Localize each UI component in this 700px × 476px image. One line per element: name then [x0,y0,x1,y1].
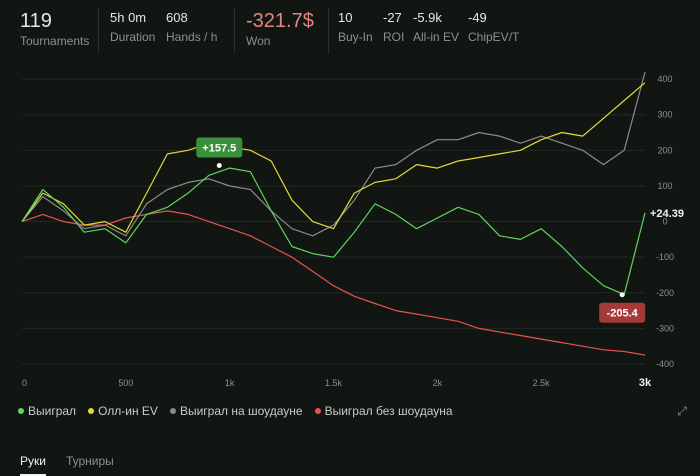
legend-label: Выиграл [28,404,77,418]
tab-item[interactable]: Руки [20,454,46,476]
divider [234,8,235,54]
y-tick-label: -400 [656,359,674,369]
tab-bar: Руки Турниры [20,454,114,476]
y-tick-label: 100 [657,181,672,191]
stat-chip-ev: -49 ChipEV/T [468,10,519,45]
expand-icon[interactable]: ⤢ [677,404,687,418]
series-line [21,71,646,237]
stat-roi: -27 ROI [383,10,404,45]
buy-in-label: Buy-In [338,30,373,44]
won-value: -321.7$ [246,10,314,32]
roi-label: ROI [383,30,405,44]
annotation-label: -205.4 [607,308,639,320]
legend-item[interactable]: Выиграл без шоудауна [314,404,453,418]
chart-series [21,71,646,356]
legend-dot-icon [314,408,321,414]
annotation-label: +157.5 [202,142,236,154]
y-tick-label: 200 [657,145,672,155]
legend-dot-icon [169,408,176,414]
profit-chart: +157.5 -205.4 +24.39 400 300 200 100 0 -100 -200… [21,71,684,389]
duration-value: 5h 0m [110,10,147,25]
stat-allin-ev: -5.9k All-in EV [413,10,459,45]
series-line [21,167,646,296]
stat-buy-in: 10 Buy-In [338,10,373,45]
allin-ev-label: All-in EV [413,30,460,44]
end-value-label: +24.39 [650,208,684,220]
tournaments-label: Tournaments [20,34,90,48]
duration-label: Duration [110,30,156,44]
roi-value: -27 [383,10,402,25]
y-tick-label: 0 [662,217,667,227]
y-tick-label: -200 [656,288,674,298]
y-tick-label: -300 [656,323,674,333]
annotation-badge [196,137,243,158]
legend-label: Выиграл на шоудауне [179,404,303,418]
x-tick-label: 2.5k [533,378,551,388]
stat-won: -321.7$ Won [246,10,314,49]
y-tick-label: 400 [657,74,672,84]
x-tick-label: 1.5k [325,378,343,388]
tournaments-value: 119 [20,10,52,32]
x-tick-label: 500 [118,378,133,388]
allin-ev-value: -5.9k [413,10,442,25]
chart-legend: Выиграл Олл-ин EV Выиграл на шоудауне Выигр… [18,404,453,418]
legend-dot-icon [18,408,24,414]
x-tick-label: 1k [225,378,235,388]
x-tick-label: 3k [639,377,652,389]
series-line [21,82,646,233]
hands-per-hour-label: Hands / h [166,30,218,44]
legend-item[interactable]: Выиграл на шоудауне [169,404,303,418]
annotation-point [619,292,625,298]
tab-item[interactable]: Турниры [65,454,114,468]
annotation-point [216,162,222,168]
series-line [21,210,646,356]
hands-per-hour-value: 608 [166,10,188,25]
chip-ev-value: -49 [468,10,487,25]
x-tick-label: 2k [433,378,443,388]
legend-item[interactable]: Выиграл [18,404,76,418]
stat-tournaments: 119 Tournaments [20,10,89,49]
chart-axes: 400 300 200 100 0 -100 -200 -300 -400 0 500 1k 1.5k 2… [22,74,674,389]
stat-duration: 5h 0m Duration [110,10,155,45]
legend-item[interactable]: Олл-ин EV [88,404,158,418]
y-tick-label: 300 [657,110,672,120]
divider [328,8,329,54]
divider [98,8,99,54]
x-tick-label: 0 [22,378,27,388]
stats-bar: 119 Tournaments 5h 0m Duration 608 Hands… [0,0,700,64]
y-tick-label: -100 [656,252,674,262]
legend-label: Выиграл без шоудауна [324,404,453,418]
legend-dot-icon [88,408,95,414]
chip-ev-label: ChipEV/T [468,30,520,44]
legend-label: Олл-ин EV [98,404,158,418]
stat-hands-per-hour: 608 Hands / h [166,10,217,45]
buy-in-value: 10 [338,10,353,25]
won-label: Won [246,34,271,48]
annotation-badge [599,302,646,323]
chart-annotations: +157.5 -205.4 +24.39 [196,137,684,323]
